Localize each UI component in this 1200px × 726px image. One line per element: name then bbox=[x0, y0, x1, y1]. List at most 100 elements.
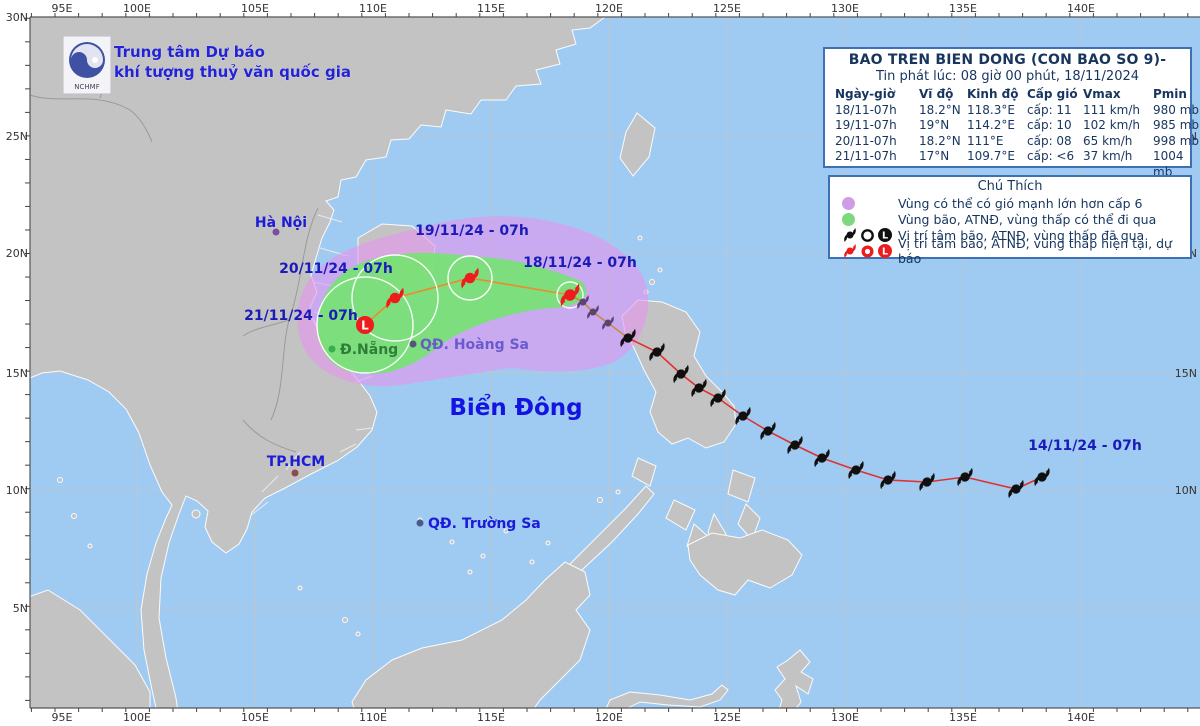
lat-label-left: 5N bbox=[13, 602, 28, 615]
lon-label-bottom: 130E bbox=[831, 711, 859, 724]
lon-label-top: 105E bbox=[241, 2, 269, 15]
lon-label-top: 130E bbox=[831, 2, 859, 15]
current-circle-icon bbox=[861, 245, 874, 257]
past-open-circle-icon bbox=[861, 228, 874, 242]
svg-text:L: L bbox=[882, 247, 888, 258]
lon-label-bottom: 115E bbox=[477, 711, 505, 724]
track-date-label: 14/11/24 - 07h bbox=[1028, 438, 1142, 454]
forecast-low-symbol bbox=[356, 316, 374, 334]
table-cell: 114.2°E bbox=[967, 118, 1015, 132]
table-cell: 19/11-07h bbox=[835, 118, 897, 132]
lon-label-top: 120E bbox=[595, 2, 623, 15]
lat-label-left: 15N bbox=[6, 367, 28, 380]
past-low-icon: L bbox=[878, 228, 892, 242]
lon-label-bottom: 105E bbox=[241, 711, 269, 724]
table-header-cell: Cấp gió bbox=[1027, 87, 1078, 101]
lon-label-bottom: 140E bbox=[1067, 711, 1095, 724]
lon-label-top: 135E bbox=[949, 2, 977, 15]
table-header-cell: Ngày-giờ bbox=[835, 87, 896, 101]
place-label: Hà Nội bbox=[255, 215, 307, 231]
legend-panel: Chú Thích Vùng có thể có gió mạnh lớn hơ… bbox=[828, 175, 1192, 266]
legend-item-track-area: Vùng bão, ATNĐ, vùng thấp có thể đi qua bbox=[836, 211, 1184, 227]
uncertainty-circle bbox=[316, 276, 414, 374]
table-cell: 118.3°E bbox=[967, 102, 1015, 117]
place-dot bbox=[409, 340, 417, 348]
table-cell: 111 km/h bbox=[1083, 102, 1141, 117]
table-header-cell: Vĩ độ bbox=[919, 87, 954, 101]
place-label: TP.HCM bbox=[267, 454, 325, 470]
lon-label-bottom: 95E bbox=[52, 711, 73, 724]
lon-label-top: 140E bbox=[1067, 2, 1095, 15]
land-borneo bbox=[351, 561, 591, 726]
table-cell: 985 mb bbox=[1153, 118, 1200, 132]
table-cell: cấp: 08 bbox=[1027, 133, 1072, 148]
table-cell: 18/11-07h bbox=[835, 102, 897, 117]
table-cell: 21/11-07h bbox=[835, 149, 897, 163]
green-area-swatch bbox=[842, 212, 855, 226]
table-cell: cấp: 11 bbox=[1027, 102, 1072, 117]
uncertainty-circle bbox=[351, 254, 439, 342]
table-cell: 37 km/h bbox=[1083, 149, 1133, 163]
table-cell: 19°N bbox=[919, 118, 950, 132]
storm-track: L 18/11/24 - 07h 19/11/24 - 07h 20/11/24 - … bbox=[244, 223, 1142, 499]
current-cyclone-icon bbox=[844, 243, 856, 259]
land-mindoro bbox=[631, 457, 657, 487]
land-sumatra bbox=[0, 589, 151, 726]
nchmf-logo: NCHMF bbox=[62, 35, 112, 98]
lat-label-left: 30N bbox=[6, 11, 28, 24]
table-cell: 18.2°N bbox=[919, 133, 961, 148]
lon-label-top: 110E bbox=[359, 2, 387, 15]
table-cell: 998 mb bbox=[1153, 133, 1200, 148]
table-cell: cấp: 10 bbox=[1027, 118, 1072, 132]
lon-label-bottom: 120E bbox=[595, 711, 623, 724]
past-cyclone-icon bbox=[844, 227, 856, 243]
current-low-icon: L bbox=[878, 244, 892, 258]
lat-label-left: 10N bbox=[6, 484, 28, 497]
bulletin-issued-time: Tin phát lúc: 08 giờ 00 phút, 18/11/2024 bbox=[875, 69, 1140, 84]
legend-item-current-position: L Vị trí tâm bão, ATNĐ, vùng thấp hiện t… bbox=[836, 236, 1184, 266]
axis-labels: 95E 100E 105E 110E 115E 120E 125E 130E 135E 140E 9… bbox=[6, 2, 1197, 724]
table-cell: 18.2°N bbox=[919, 102, 961, 117]
lat-label-left: 20N bbox=[6, 247, 28, 260]
track-date-label: 19/11/24 - 07h bbox=[415, 223, 529, 239]
track-date-label: 20/11/24 - 07h bbox=[279, 261, 393, 277]
table-cell: 111°E bbox=[967, 133, 1004, 148]
place-dot bbox=[272, 228, 280, 236]
agency-name: Trung tâm Dự báo khí tượng thuỷ văn quốc… bbox=[114, 42, 351, 82]
place-dot bbox=[416, 519, 424, 527]
lon-label-top: 100E bbox=[123, 2, 151, 15]
table-cell: 109.7°E bbox=[967, 149, 1015, 163]
lon-label-bottom: 110E bbox=[359, 711, 387, 724]
lon-label-bottom: 100E bbox=[123, 711, 151, 724]
low-L-letter: L bbox=[361, 319, 369, 333]
legend-label: Vị trí tâm bão, ATNĐ, vùng thấp hiện tại… bbox=[898, 236, 1172, 266]
legend-label: Vùng có thể có gió mạnh lớn hơn cấp 6 bbox=[898, 195, 1143, 211]
lon-label-top: 125E bbox=[713, 2, 741, 15]
track-date-label: 21/11/24 - 07h bbox=[244, 308, 358, 324]
table-header-cell: Kinh độ bbox=[967, 87, 1019, 101]
legend-label: Vị trí tâm bão, ATNĐ, vùng thấp đã qua bbox=[898, 227, 1145, 243]
table-cell: 102 km/h bbox=[1083, 118, 1141, 132]
uncertainty-circle bbox=[556, 281, 584, 309]
forecast-table: Ngày-giờ Vĩ độ Kinh độ Cấp gió Vmax Pmin 18/11… bbox=[829, 87, 1199, 180]
lat-label-left: 25N bbox=[6, 130, 28, 143]
logo-text: NCHMF bbox=[74, 83, 99, 91]
place-label: Đ.Nẵng bbox=[340, 341, 398, 358]
lon-label-bottom: 125E bbox=[713, 711, 741, 724]
table-cell: cấp: <6 bbox=[1027, 149, 1075, 163]
place-dot bbox=[291, 469, 299, 477]
table-cell: 20/11-07h bbox=[835, 133, 897, 148]
land-mindanao bbox=[687, 529, 803, 596]
agency-line2: khí tượng thuỷ văn quốc gia bbox=[114, 63, 351, 81]
track-area-cone bbox=[317, 252, 587, 375]
land-mainland-asia bbox=[29, 16, 607, 726]
purple-area-swatch bbox=[842, 196, 855, 210]
track-date-label: 18/11/24 - 07h bbox=[523, 255, 637, 271]
table-cell: 980 mb bbox=[1153, 102, 1200, 117]
landmasses bbox=[0, 16, 814, 726]
bulletin-title: BAO TREN BIEN DONG (CON BAO SO 9)- bbox=[848, 52, 1167, 68]
svg-text:L: L bbox=[882, 231, 888, 242]
map-labels: Biển Đông Hà Nội TP.HCM Đ.Nẵng QĐ. Hoàng Sa… bbox=[255, 215, 583, 532]
